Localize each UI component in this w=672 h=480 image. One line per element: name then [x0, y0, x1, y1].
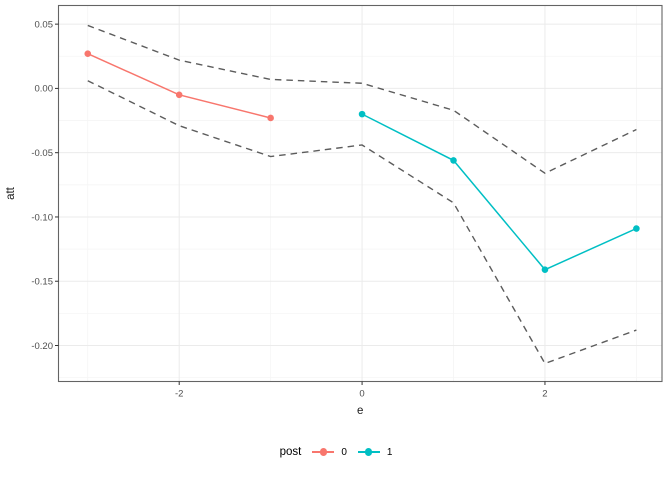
data-point-post-1 — [358, 110, 366, 118]
gridlines-minor — [58, 5, 662, 382]
panel-border — [57, 4, 663, 383]
data-point-post-0 — [267, 114, 274, 122]
x-axis-tick-labels: -2 0 2 — [175, 389, 548, 400]
y-tick-label: -0.05 — [31, 148, 53, 159]
y-tick-label: -0.10 — [31, 212, 53, 223]
y-tick-label: 0.00 — [35, 84, 54, 95]
y-tick-label: -0.15 — [31, 277, 53, 288]
data-point-post-0 — [84, 50, 92, 58]
legend-entry-label: 0 — [341, 446, 347, 458]
y-axis-tick-labels: 0.05 0.00 -0.05 -0.10 -0.15 -0.20 — [31, 19, 53, 351]
legend-key-icon — [357, 445, 380, 459]
data-point-post-0 — [175, 91, 183, 99]
y-tick-label: -0.20 — [31, 341, 53, 352]
x-tick-label: 0 — [359, 389, 364, 400]
legend-entry-0: 0 — [312, 445, 347, 459]
legend-entry-label: 1 — [386, 446, 393, 458]
gridlines-major — [58, 5, 662, 382]
data-point-post-1 — [633, 225, 640, 232]
data-point-post-1 — [541, 266, 549, 273]
series-post-1 — [358, 110, 640, 273]
x-tick-label: 2 — [542, 389, 547, 400]
legend-title: post — [279, 446, 302, 458]
x-tick-label: -2 — [175, 389, 183, 400]
series-ci-upper — [87, 24, 637, 175]
axis-tick-marks — [55, 23, 546, 385]
plot-panel — [58, 5, 662, 382]
data-point-post-1 — [450, 157, 457, 164]
legend-key-icon — [312, 445, 335, 459]
y-axis-title: att — [5, 186, 17, 200]
y-tick-label: 0.05 — [35, 19, 54, 30]
series-ci-lower — [87, 80, 637, 365]
chart-canvas: -2 0 2 0.05 0.00 -0.05 -0.10 -0.15 -0.20 e att — [5, 4, 663, 417]
legend-entry-1: 1 — [357, 445, 393, 459]
x-axis-title: e — [357, 405, 363, 417]
series-post-0 — [84, 50, 274, 122]
